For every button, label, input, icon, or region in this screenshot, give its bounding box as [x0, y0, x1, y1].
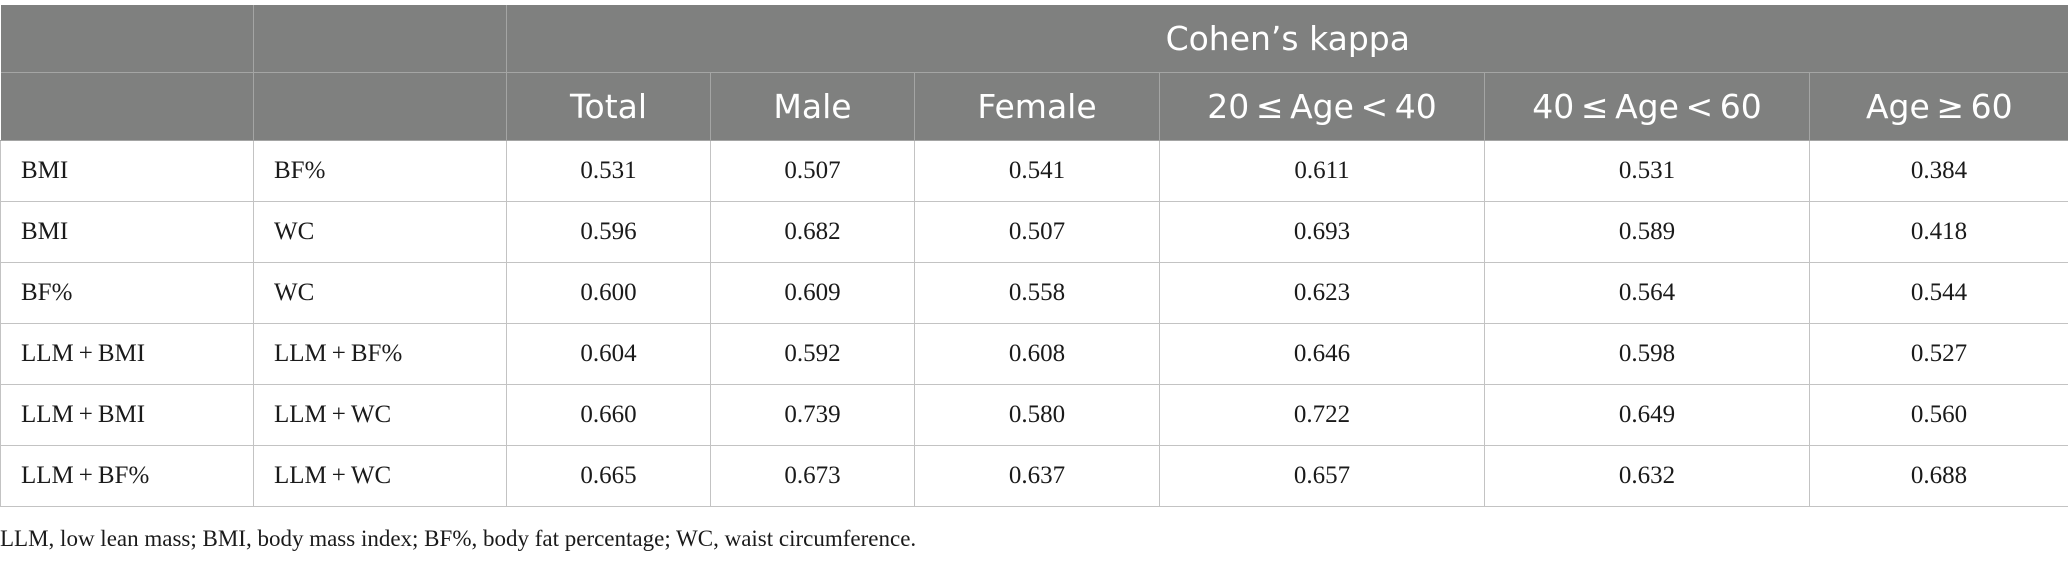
kappa-value-cell: 0.632 [1484, 445, 1810, 507]
column-header-age-60-plus: Age ≥ 60 [1809, 72, 2068, 141]
row-measure-a: BMI [0, 140, 254, 202]
column-header-age-20-40: 20 ≤ Age < 40 [1159, 72, 1485, 141]
kappa-value-cell: 0.531 [506, 140, 711, 202]
table-row: LLM + BF% LLM + WC 0.665 0.673 0.637 0.657 0.6… [0, 445, 2068, 507]
header-empty-cell [253, 72, 507, 141]
header-empty-cell [0, 5, 254, 73]
row-measure-b: BF% [253, 140, 507, 202]
kappa-value-cell: 0.592 [710, 323, 915, 385]
row-measure-a: LLM + BF% [0, 445, 254, 507]
kappa-value-cell: 0.580 [914, 384, 1160, 446]
kappa-value-cell: 0.598 [1484, 323, 1810, 385]
row-measure-b: LLM + WC [253, 384, 507, 446]
kappa-value-cell: 0.665 [506, 445, 711, 507]
header-empty-cell [0, 72, 254, 141]
kappa-value-cell: 0.693 [1159, 201, 1485, 263]
table-row: BMI BF% 0.531 0.507 0.541 0.611 0.531 0.384 [0, 140, 2068, 202]
table-row: BMI WC 0.596 0.682 0.507 0.693 0.589 0.418 [0, 201, 2068, 263]
column-header-female: Female [914, 72, 1160, 141]
group-header-cohens-kappa: Cohen’s kappa [506, 5, 2068, 73]
kappa-value-cell: 0.609 [710, 262, 915, 324]
kappa-value-cell: 0.722 [1159, 384, 1485, 446]
kappa-value-cell: 0.646 [1159, 323, 1485, 385]
kappa-value-cell: 0.527 [1809, 323, 2068, 385]
column-header-total: Total [506, 72, 711, 141]
kappa-value-cell: 0.623 [1159, 262, 1485, 324]
table-footnote: LLM, low lean mass; BMI, body mass index… [0, 526, 917, 551]
header-row-columns: Total Male Female 20 ≤ Age < 40 40 ≤ Age… [0, 72, 2068, 141]
kappa-value-cell: 0.507 [710, 140, 915, 202]
table-row: BF% WC 0.600 0.609 0.558 0.623 0.564 0.544 [0, 262, 2068, 324]
table-header: Cohen’s kappa Total Male Female 20 ≤ Age… [0, 5, 2068, 141]
table-row: LLM + BMI LLM + WC 0.660 0.739 0.580 0.722 0.6… [0, 384, 2068, 446]
kappa-value-cell: 0.649 [1484, 384, 1810, 446]
kappa-value-cell: 0.589 [1484, 201, 1810, 263]
row-measure-b: WC [253, 201, 507, 263]
kappa-value-cell: 0.657 [1159, 445, 1485, 507]
table-row: LLM + BMI LLM + BF% 0.604 0.592 0.608 0.646 0.… [0, 323, 2068, 385]
kappa-value-cell: 0.688 [1809, 445, 2068, 507]
row-measure-a: BF% [0, 262, 254, 324]
kappa-value-cell: 0.673 [710, 445, 915, 507]
kappa-value-cell: 0.637 [914, 445, 1160, 507]
kappa-value-cell: 0.418 [1809, 201, 2068, 263]
row-measure-b: WC [253, 262, 507, 324]
table-body: BMI BF% 0.531 0.507 0.541 0.611 0.531 0.384 BMI W… [0, 140, 2068, 507]
kappa-value-cell: 0.541 [914, 140, 1160, 202]
kappa-value-cell: 0.560 [1809, 384, 2068, 446]
kappa-value-cell: 0.544 [1809, 262, 2068, 324]
row-measure-b: LLM + WC [253, 445, 507, 507]
kappa-value-cell: 0.682 [710, 201, 915, 263]
kappa-value-cell: 0.596 [506, 201, 711, 263]
kappa-value-cell: 0.739 [710, 384, 915, 446]
kappa-value-cell: 0.558 [914, 262, 1160, 324]
kappa-table: Cohen’s kappa Total Male Female 20 ≤ Age… [0, 5, 2068, 507]
column-header-male: Male [710, 72, 915, 141]
kappa-value-cell: 0.531 [1484, 140, 1810, 202]
kappa-value-cell: 0.608 [914, 323, 1160, 385]
kappa-value-cell: 0.384 [1809, 140, 2068, 202]
kappa-value-cell: 0.611 [1159, 140, 1485, 202]
header-row-group: Cohen’s kappa [0, 5, 2068, 73]
column-header-age-40-60: 40 ≤ Age < 60 [1484, 72, 1810, 141]
row-measure-b: LLM + BF% [253, 323, 507, 385]
kappa-value-cell: 0.660 [506, 384, 711, 446]
row-measure-a: BMI [0, 201, 254, 263]
kappa-value-cell: 0.564 [1484, 262, 1810, 324]
kappa-value-cell: 0.507 [914, 201, 1160, 263]
row-measure-a: LLM + BMI [0, 384, 254, 446]
kappa-value-cell: 0.600 [506, 262, 711, 324]
row-measure-a: LLM + BMI [0, 323, 254, 385]
kappa-value-cell: 0.604 [506, 323, 711, 385]
header-empty-cell [253, 5, 507, 73]
